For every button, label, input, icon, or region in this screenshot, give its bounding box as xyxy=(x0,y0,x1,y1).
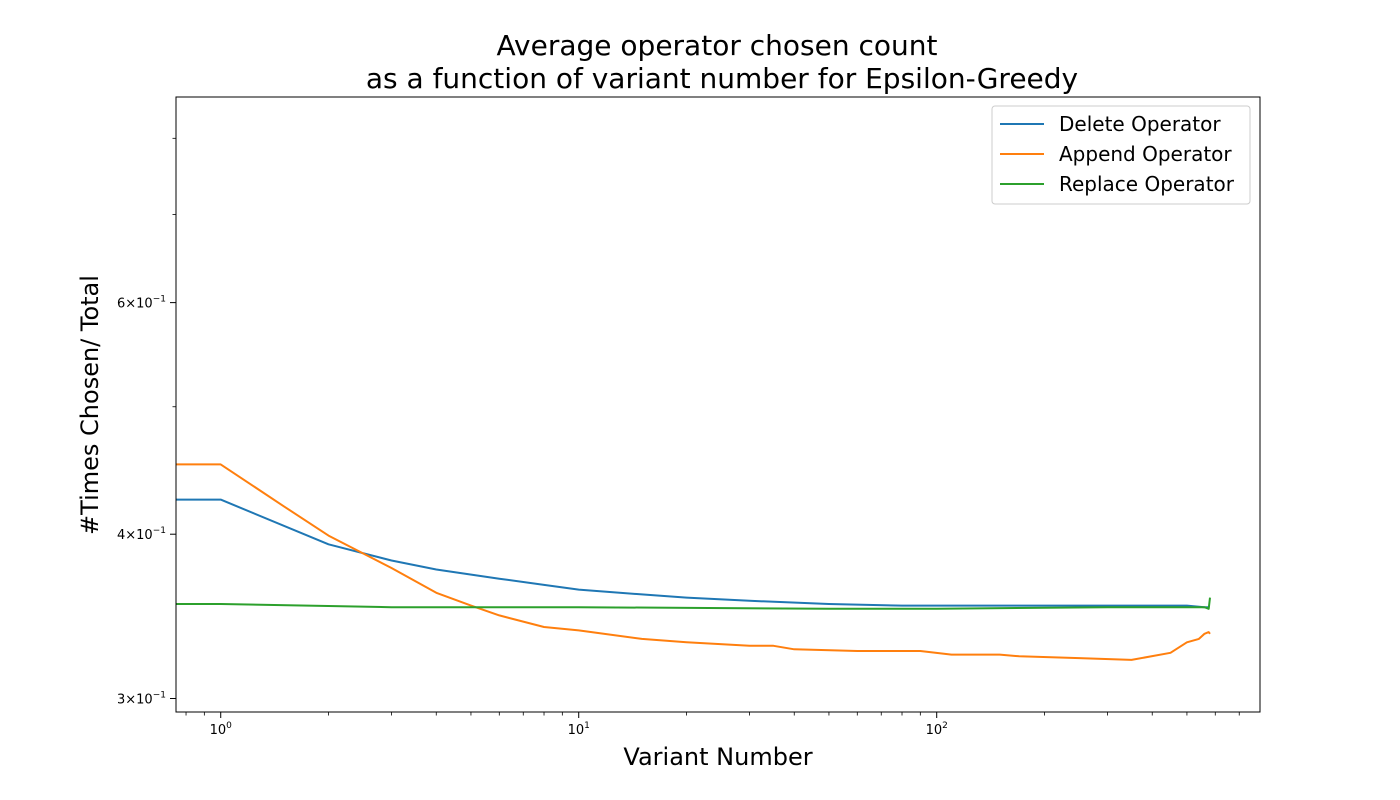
legend: Delete Operator Append Operator Replace Op… xyxy=(991,105,1251,205)
y-tick-label-mantissa: 3×10 xyxy=(117,693,153,708)
x-tick-label: 102 xyxy=(926,721,948,738)
legend-label: Replace Operator xyxy=(1059,172,1235,196)
series-layer xyxy=(176,463,1211,661)
chart-title: Average operator chosen count as a funct… xyxy=(366,29,1078,95)
y-tick-label-mantissa: 6×10 xyxy=(117,297,153,312)
x-tick-label-exponent: 1 xyxy=(584,721,590,731)
series-line-3 xyxy=(176,597,1211,610)
y-tick-label: 6×10−1 xyxy=(117,295,166,312)
x-tick-label-base: 10 xyxy=(210,723,227,738)
series-line-1 xyxy=(176,498,1209,609)
chart-title-line-2: as a function of variant number for Epsi… xyxy=(366,62,1078,95)
x-tick-label: 100 xyxy=(210,721,233,738)
y-tick-label: 4×10−1 xyxy=(117,526,166,543)
y-tick-label-exponent: −1 xyxy=(153,691,166,701)
x-tick-label-base: 10 xyxy=(568,723,585,738)
x-axis-label: Variant Number xyxy=(623,743,812,771)
x-axis-ticks: 100 101 102 xyxy=(185,712,1240,738)
y-axis-label: #Times Chosen/ Total xyxy=(76,275,104,535)
x-tick-label: 101 xyxy=(568,721,590,738)
plot-frame xyxy=(175,96,1261,713)
y-tick-label-exponent: −1 xyxy=(153,526,166,536)
y-tick-label: 3×10−1 xyxy=(117,691,166,708)
y-axis-ticks: 3×10−14×10−16×10−1 xyxy=(117,137,176,708)
legend-box xyxy=(991,105,1251,205)
y-tick-label-exponent: −1 xyxy=(153,295,166,305)
x-tick-label-base: 10 xyxy=(926,723,943,738)
x-tick-label-exponent: 0 xyxy=(226,721,232,731)
chart-title-line-1: Average operator chosen count xyxy=(497,29,938,62)
y-tick-label-mantissa: 4×10 xyxy=(117,528,153,543)
legend-label: Delete Operator xyxy=(1059,112,1221,136)
x-tick-label-exponent: 2 xyxy=(942,721,948,731)
legend-label: Append Operator xyxy=(1059,142,1232,166)
series-line-2 xyxy=(176,463,1211,661)
